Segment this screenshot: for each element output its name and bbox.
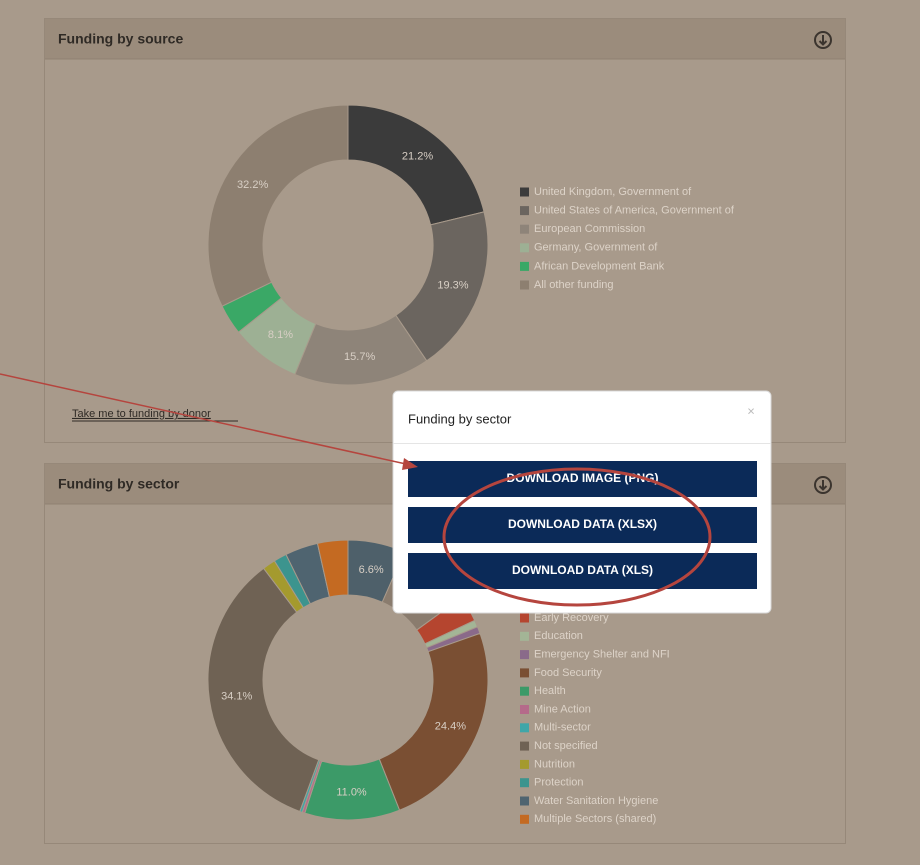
data-label: 34.1% bbox=[221, 690, 252, 702]
data-label: 21.2% bbox=[402, 150, 433, 162]
panel-title: Funding by sector bbox=[58, 476, 180, 492]
legend-swatch bbox=[520, 224, 529, 234]
legend-swatch bbox=[520, 280, 529, 290]
arrow bbox=[0, 373, 407, 465]
button-bg bbox=[408, 461, 757, 497]
donut-segment bbox=[316, 539, 349, 598]
donut-segment bbox=[207, 567, 320, 813]
legend-label: United States of America, Government of bbox=[534, 205, 735, 217]
legend-label: Germany, Government of bbox=[534, 242, 658, 254]
legend-label: Water Sanitation Hygiene bbox=[534, 795, 658, 807]
legend-swatch bbox=[520, 650, 529, 660]
legend-swatch bbox=[520, 261, 529, 271]
download-icon[interactable] bbox=[814, 476, 832, 494]
data-label: 19.3% bbox=[437, 279, 468, 291]
button-bg bbox=[408, 553, 757, 589]
legend-swatch bbox=[520, 631, 529, 641]
legend-label: Emergency Shelter and NFI bbox=[534, 649, 670, 661]
legend-label: European Commission bbox=[534, 223, 645, 235]
data-label: 24.4% bbox=[435, 721, 466, 733]
donut-segment bbox=[378, 632, 489, 811]
legend-label: Nutrition bbox=[534, 758, 575, 770]
legend-swatch bbox=[520, 723, 529, 733]
legend-swatch bbox=[520, 668, 529, 678]
data-label: 11.0% bbox=[336, 786, 367, 798]
button-bg bbox=[408, 507, 757, 543]
highlight-ellipse bbox=[442, 467, 712, 607]
legend-swatch bbox=[520, 814, 529, 824]
download-icon[interactable] bbox=[814, 31, 832, 49]
download-button[interactable]: DOWNLOAD IMAGE (PNG) bbox=[408, 461, 757, 497]
legend-swatch bbox=[520, 796, 529, 806]
legend-label: African Development Bank bbox=[534, 260, 665, 272]
panel-title: Funding by source bbox=[58, 31, 183, 47]
legend-label: Multiple Sectors (shared) bbox=[534, 813, 656, 825]
legend-swatch bbox=[520, 613, 529, 623]
legend-label: United Kingdom, Government of bbox=[534, 186, 692, 198]
donut-segment bbox=[207, 104, 349, 307]
download-button[interactable]: DOWNLOAD DATA (XLSX) bbox=[408, 507, 757, 543]
button-label: DOWNLOAD DATA (XLS) bbox=[512, 563, 653, 577]
data-label: 8.1% bbox=[268, 329, 293, 341]
modal-title: Funding by sector bbox=[408, 411, 512, 426]
panel-header bbox=[45, 19, 845, 59]
data-label: 15.7% bbox=[344, 351, 375, 363]
legend-swatch bbox=[520, 686, 529, 696]
legend-swatch bbox=[520, 705, 529, 714]
legend-label: Multi-sector bbox=[534, 722, 591, 734]
legend-swatch bbox=[520, 778, 529, 788]
legend-label: Food Security bbox=[534, 667, 602, 679]
legend-label: Health bbox=[534, 685, 566, 697]
annotation bbox=[0, 373, 712, 607]
data-label: 6.6% bbox=[359, 564, 384, 576]
arrow-head bbox=[402, 458, 418, 470]
legend-label: Mine Action bbox=[534, 703, 591, 715]
close-button[interactable]: × bbox=[747, 403, 755, 418]
button-label: DOWNLOAD IMAGE (PNG) bbox=[507, 471, 659, 485]
legend-swatch bbox=[520, 759, 529, 769]
legend-label: Protection bbox=[534, 777, 584, 789]
legend-swatch bbox=[520, 243, 529, 253]
data-label: 32.2% bbox=[237, 179, 268, 191]
legend-label: Early Recovery bbox=[534, 612, 609, 624]
link[interactable]: Take me to funding by donor bbox=[72, 408, 211, 420]
legend-swatch bbox=[520, 206, 529, 216]
download-button[interactable]: DOWNLOAD DATA (XLS) bbox=[408, 553, 757, 589]
legend-label: Education bbox=[534, 630, 583, 642]
legend-label: Not specified bbox=[534, 740, 598, 752]
legend-swatch bbox=[520, 187, 529, 197]
button-label: DOWNLOAD DATA (XLSX) bbox=[508, 517, 657, 531]
legend-swatch bbox=[520, 741, 529, 751]
legend-label: All other funding bbox=[534, 279, 614, 291]
modal: Funding by sector × DOWNLOAD IMAGE (PNG)… bbox=[392, 390, 772, 614]
